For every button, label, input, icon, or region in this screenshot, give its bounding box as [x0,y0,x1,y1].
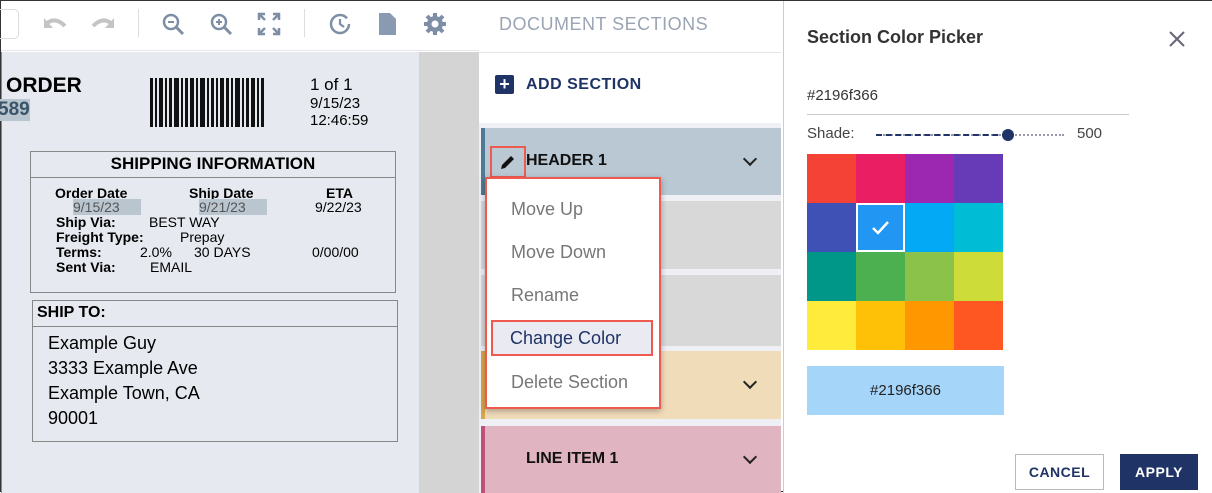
section-context-menu: Move Up Move Down Rename Change Color De… [485,177,661,409]
chevron-down-icon[interactable] [742,449,758,465]
color-swatch[interactable] [807,154,856,203]
print-time: 12:46:59 [310,112,369,129]
terms-days: 30 DAYS [194,244,251,260]
settings-icon[interactable] [419,9,451,39]
color-swatch-grid [807,154,1003,350]
canvas-gutter [419,52,479,493]
address-line: Example Town, CA [48,383,200,403]
section-label: HEADER 1 [526,152,607,169]
close-icon[interactable] [1168,30,1186,53]
section-line-item-1[interactable]: LINE ITEM 1 [481,426,781,493]
zoom-out-icon[interactable] [157,9,189,39]
color-swatch[interactable] [856,252,905,301]
order-number: 589 [0,99,30,121]
ship-to-box: SHIP TO: Example Guy 3333 Example Ave Ex… [32,300,398,442]
terms-label: Terms: [56,244,102,260]
color-swatch[interactable] [954,252,1003,301]
freight-type: Prepay [180,229,225,245]
color-swatch[interactable] [807,252,856,301]
expand-button[interactable] [0,9,19,39]
shipping-info-title: SHIPPING INFORMATION [31,152,395,178]
menu-item-rename[interactable]: Rename [511,285,580,305]
cancel-button[interactable]: CANCEL [1015,454,1104,490]
ship-via-label: Ship Via: [56,214,116,230]
address-line: 90001 [48,408,99,428]
terms-date: 0/00/00 [312,244,359,260]
color-swatch[interactable] [807,203,856,252]
menu-item-delete-section[interactable]: Delete Section [511,372,629,392]
eta: 9/22/23 [315,199,362,215]
plus-icon: + [495,75,514,94]
color-swatch[interactable] [954,154,1003,203]
color-swatch[interactable] [905,203,954,252]
address-line: 3333 Example Ave [48,358,198,378]
eta-label: ETA [326,185,353,201]
color-swatch[interactable] [905,252,954,301]
color-swatch[interactable] [954,301,1003,350]
color-swatch[interactable] [856,301,905,350]
menu-item-move-up[interactable]: Move Up [511,199,584,219]
menu-item-move-down[interactable]: Move Down [511,242,607,262]
shade-value: 500 [1077,125,1103,142]
check-icon [872,221,889,235]
section-color-picker-dialog: Section Color Picker #2196f366 Shade: 50… [783,1,1212,493]
color-swatch[interactable] [954,203,1003,252]
page-count: 1 of 1 [310,75,353,94]
ship-to-title: SHIP TO: [33,301,397,327]
panel-title: DOCUMENT SECTIONS [499,14,709,34]
document-title: ORDER [6,74,82,97]
add-section-button[interactable]: + ADD SECTION [495,75,642,94]
color-swatch[interactable] [905,154,954,203]
freight-type-label: Freight Type: [56,229,144,245]
color-swatch[interactable] [856,154,905,203]
document-icon[interactable] [371,9,403,39]
order-date-label: Order Date [55,185,128,201]
section-label: LINE ITEM 1 [526,450,619,467]
sent-via-label: Sent Via: [56,259,116,275]
color-swatch[interactable] [905,301,954,350]
ship-to-address: Example Guy 3333 Example Ave Example Tow… [48,331,200,431]
ship-date: 9/21/23 [199,199,267,215]
slider-thumb[interactable] [1001,129,1014,141]
terms-percent: 2.0% [140,244,172,260]
chevron-down-icon[interactable] [742,151,758,167]
apply-button[interactable]: APPLY [1120,454,1198,490]
add-section-label: ADD SECTION [526,75,642,93]
dialog-title: Section Color Picker [807,27,984,47]
color-swatch[interactable] [856,203,905,252]
order-date: 9/15/23 [73,199,141,215]
shade-label: Shade: [807,125,855,142]
redo-icon[interactable] [87,9,119,39]
color-swatch[interactable] [807,301,856,350]
barcode [150,78,264,127]
history-icon[interactable] [323,9,355,39]
document-preview: ORDER 589 1 of 1 9/15/23 12:46:59 SHIPPI… [0,52,419,493]
shipping-info-box: SHIPPING INFORMATION Order Date 9/15/23 … [30,151,396,293]
menu-item-change-color[interactable]: Change Color [491,320,653,356]
zoom-in-icon[interactable] [205,9,237,39]
document-toolbar [0,1,479,51]
color-preview: #2196f366 [807,366,1004,415]
ship-via: BEST WAY [149,214,220,230]
fit-screen-icon[interactable] [253,9,285,39]
hex-input[interactable]: #2196f366 [807,87,1129,115]
sent-via: EMAIL [150,259,193,275]
chevron-down-icon[interactable] [742,374,758,390]
ship-date-label: Ship Date [189,185,254,201]
edit-pencil-icon[interactable] [490,146,526,178]
undo-icon[interactable] [39,9,71,39]
address-line: Example Guy [48,333,157,353]
print-date: 9/15/23 [310,95,361,112]
menu-item-label: Change Color [510,328,622,348]
shade-slider[interactable] [876,127,1064,143]
